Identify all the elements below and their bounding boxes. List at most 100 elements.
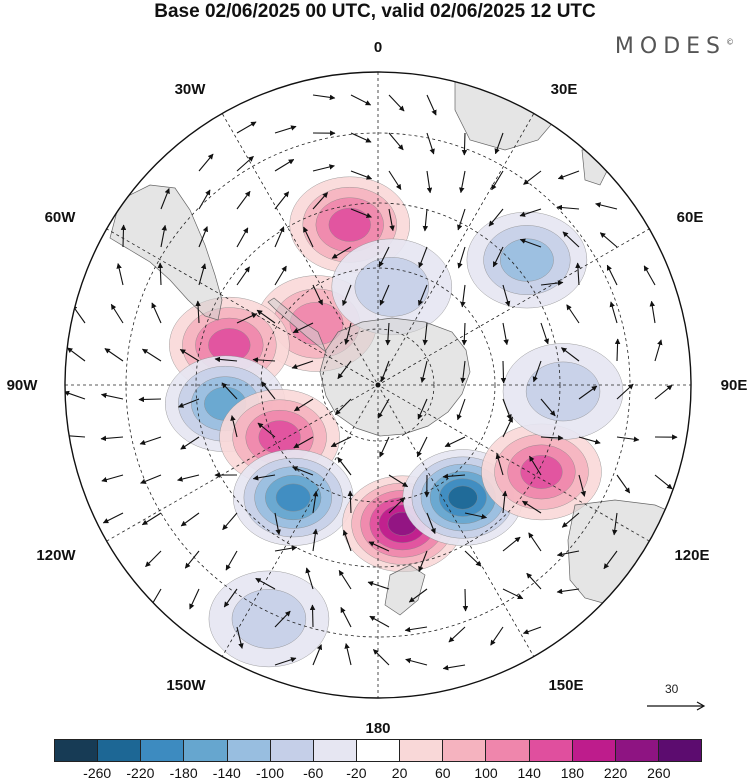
wind-arrow [293,436,314,449]
wind-arrow [616,383,634,400]
wind-arrow [426,94,437,116]
wind-arrow [578,385,598,400]
wind-arrow [422,322,428,346]
wind-arrow [426,512,436,535]
reference-vector-label: 30 [665,682,679,696]
wind-arrow [177,474,200,482]
colorbar-swatch [529,740,573,761]
wind-arrow [426,170,433,194]
wind-arrow [350,132,372,143]
wind-arrow [456,398,466,421]
wind-arrow [138,396,162,403]
wind-arrow [405,658,428,666]
colorbar-tick-label: 140 [517,765,541,781]
colorbar-tick-label: 180 [560,765,585,781]
wind-arrow [214,356,238,363]
south-america [109,184,223,321]
wind-arrow [350,94,372,106]
wind-arrow [444,436,466,447]
wind-arrow [502,490,508,514]
wind-arrow [378,246,390,268]
wind-arrow [256,309,276,324]
wind-arrow [561,347,580,362]
map-border [64,71,692,699]
lon-label-30w: 30W [175,81,207,98]
new-zealand [384,564,426,616]
lon-label-60w: 60W [45,209,77,226]
wind-arrow [116,263,124,286]
wind-arrow [578,474,586,497]
wind-arrow [649,300,656,324]
wind-arrow [442,664,466,671]
wind-arrow [557,170,580,180]
colorbar-tick-label: -100 [255,765,285,781]
wind-arrow [350,208,372,218]
wind-arrow [556,588,580,595]
wind-arrow [519,238,542,248]
wind-arrow [236,626,244,649]
wind-arrow [654,339,663,362]
lon-label-150w: 150W [166,677,206,694]
colorbar-swatch [313,740,357,761]
colorbar-swatch [227,740,271,761]
wind-arrow [338,569,352,590]
colorbar-swatch [615,740,659,761]
wind-arrow [457,208,466,231]
wind-arrow [236,313,258,324]
colorbar-swatch [184,740,228,761]
wind-arrow [448,626,466,643]
wind-arrow [157,262,164,286]
wind-arrow [490,626,504,646]
colorbar-tick-label: -20 [346,765,367,781]
wind-arrow [502,588,524,600]
wind-arrow [236,155,254,172]
wind-arrow [101,474,124,483]
wind-arrow [523,170,542,185]
wind-arrow [177,398,200,408]
wind-arrow [529,455,542,476]
wind-arrow [616,474,631,494]
anomaly-contour [275,483,311,512]
wind-arrow [494,132,504,155]
wind-arrow [195,300,201,324]
wind-arrow [540,398,556,417]
wind-arrow [442,473,466,480]
colorbar-tick-label: 60 [435,765,451,781]
wind-arrow [502,416,513,438]
lon-label-90w: 90W [7,377,39,394]
wind-arrow [274,545,298,552]
wind-arrow [142,348,162,362]
wind-arrow [502,536,521,552]
wind-arrow [198,263,207,286]
wind-arrow [230,415,238,438]
anomaly-contour [328,207,371,242]
colorbar-swatch [356,740,401,761]
wind-arrow [556,550,580,557]
wind-vectors [65,94,678,671]
wind-arrow [561,512,580,528]
wind-arrow [595,202,618,210]
anomaly-contour [231,589,307,649]
colorbar-ticks: -260 -220 -180 -140 -100 -60 -20 20 60 100 140 180 2… [54,765,702,783]
wind-arrow [566,304,580,324]
wind-arrow [643,265,656,286]
wind-arrow [562,231,580,248]
wind-arrow [180,436,200,450]
wind-arrow [416,436,428,458]
wind-arrow [460,360,466,384]
wind-arrow [599,232,618,248]
wind-arrow [418,246,428,269]
wind-arrow [459,170,466,194]
wind-arrow [65,390,86,400]
antarctica [319,317,471,437]
wind-arrow [291,466,314,476]
lon-label-180: 180 [365,720,390,737]
wind-arrow [367,581,390,590]
wind-arrow [614,338,621,362]
wind-arrow [312,164,335,172]
colorbar-tick-label: -180 [169,765,198,781]
wind-arrow [274,512,281,536]
wind-arrow [110,303,124,324]
wind-arrow [616,436,640,442]
